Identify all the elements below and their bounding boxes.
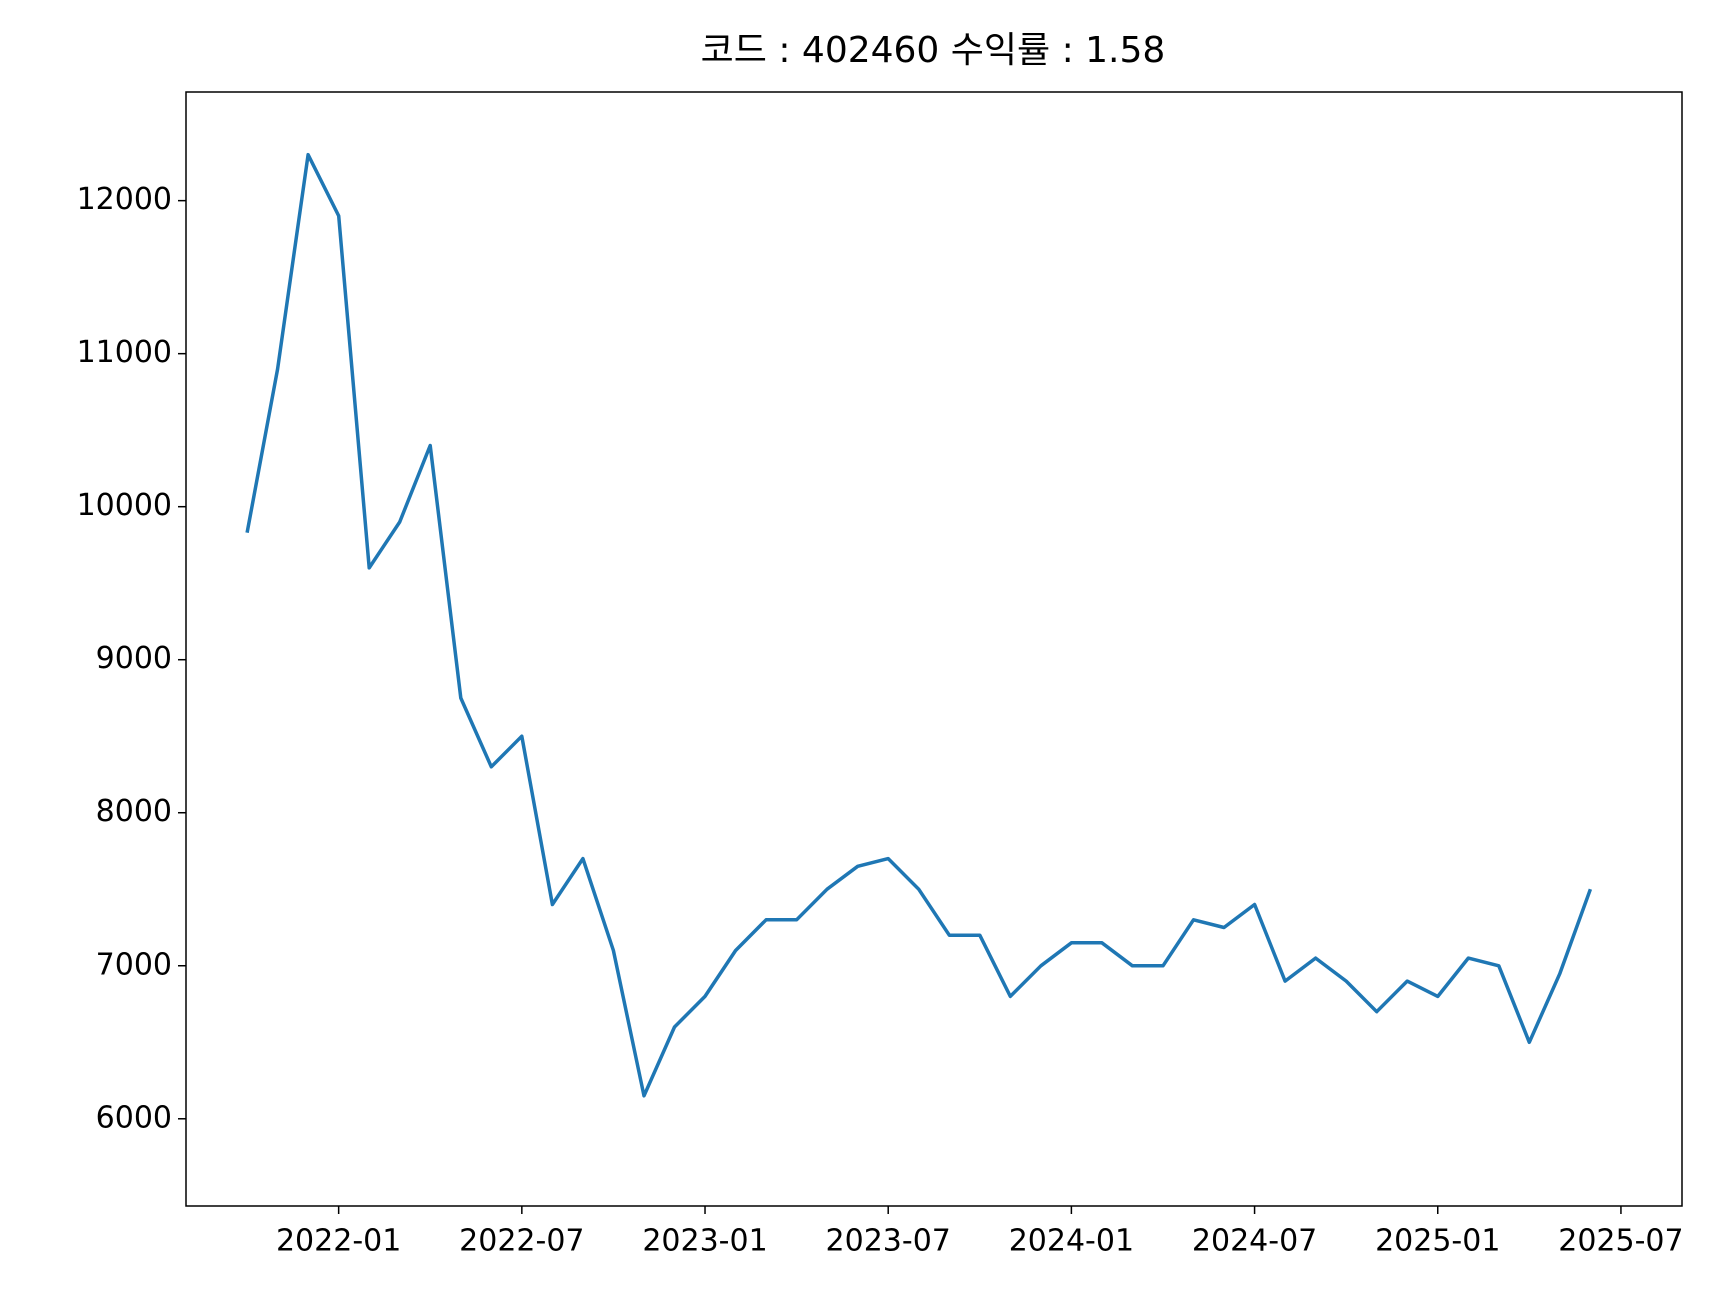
y-tick-label: 10000 <box>77 488 172 523</box>
y-tick-label: 8000 <box>96 794 172 829</box>
y-tick-label: 9000 <box>96 641 172 676</box>
x-tick-label: 2023-01 <box>642 1224 767 1259</box>
x-tick-label: 2024-07 <box>1192 1224 1317 1259</box>
x-tick-label: 2024-01 <box>1009 1224 1134 1259</box>
y-tick-label: 12000 <box>77 182 172 217</box>
x-tick-label: 2022-07 <box>459 1224 584 1259</box>
y-tick-label: 11000 <box>77 335 172 370</box>
x-tick-label: 2025-07 <box>1558 1224 1683 1259</box>
y-tick-label: 7000 <box>96 947 172 982</box>
x-tick-label: 2025-01 <box>1375 1224 1500 1259</box>
x-tick-label: 2022-01 <box>276 1224 401 1259</box>
chart-title: 코드 : 402460 수익률 : 1.58 <box>701 30 1166 71</box>
x-tick-label: 2023-07 <box>826 1224 951 1259</box>
line <box>245 152 1593 1098</box>
y-tick-label: 6000 <box>96 1100 172 1135</box>
plot-frame <box>185 91 1683 1207</box>
